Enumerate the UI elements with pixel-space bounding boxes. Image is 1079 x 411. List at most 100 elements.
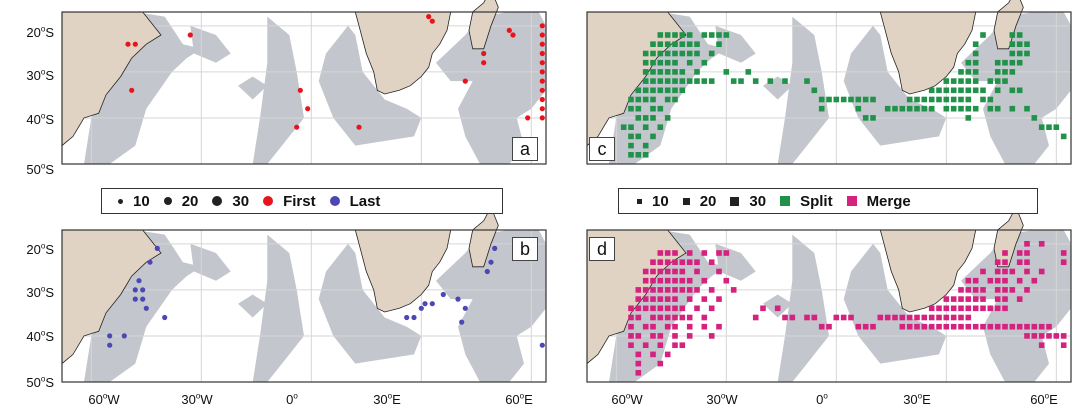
event-marker bbox=[459, 319, 465, 325]
panel-letter-c: c bbox=[589, 137, 615, 161]
event-marker bbox=[972, 305, 979, 312]
event-marker bbox=[642, 59, 649, 66]
event-marker bbox=[686, 259, 693, 265]
event-marker bbox=[628, 133, 634, 140]
event-marker bbox=[884, 105, 891, 112]
event-marker bbox=[650, 268, 656, 275]
event-marker bbox=[686, 32, 693, 38]
event-marker bbox=[510, 32, 516, 38]
event-marker bbox=[716, 32, 722, 38]
event-marker bbox=[664, 259, 671, 265]
event-marker bbox=[686, 314, 693, 321]
event-marker bbox=[657, 41, 664, 47]
lon-label-0-right: 0o bbox=[816, 391, 828, 407]
event-marker bbox=[701, 59, 708, 66]
event-marker bbox=[994, 59, 1001, 66]
event-marker bbox=[657, 32, 664, 38]
event-marker bbox=[1002, 287, 1008, 293]
event-marker bbox=[899, 314, 906, 321]
legend-size-20-square-label: 20 bbox=[699, 192, 717, 210]
bathymetry-shading-0 bbox=[84, 230, 202, 382]
event-marker bbox=[484, 268, 490, 275]
size-20-circle-icon bbox=[163, 197, 172, 205]
event-marker bbox=[642, 96, 649, 103]
event-marker bbox=[539, 69, 545, 75]
event-marker bbox=[672, 78, 678, 84]
event-marker bbox=[980, 287, 986, 293]
split-green-square-icon bbox=[780, 196, 791, 206]
event-marker bbox=[657, 360, 664, 367]
event-marker bbox=[1024, 250, 1030, 256]
event-marker bbox=[708, 305, 715, 312]
event-marker bbox=[818, 323, 825, 330]
event-marker bbox=[994, 296, 1001, 302]
panel-a-first-detections-map bbox=[61, 0, 547, 165]
event-marker bbox=[914, 105, 920, 112]
event-marker bbox=[1002, 78, 1008, 84]
legend-split: Split bbox=[780, 193, 833, 210]
madagascar-landmass bbox=[993, 206, 1024, 268]
event-marker bbox=[672, 333, 678, 339]
event-marker bbox=[642, 323, 649, 330]
event-marker bbox=[642, 115, 649, 121]
event-marker bbox=[928, 314, 935, 321]
event-marker bbox=[672, 59, 678, 66]
event-marker bbox=[855, 96, 862, 103]
event-marker bbox=[129, 87, 135, 93]
event-marker bbox=[723, 277, 730, 284]
event-marker bbox=[972, 59, 979, 66]
event-marker bbox=[1016, 296, 1023, 302]
event-marker bbox=[1031, 323, 1038, 330]
event-marker bbox=[650, 351, 656, 358]
event-marker bbox=[462, 305, 468, 311]
event-marker bbox=[994, 323, 1001, 330]
event-marker bbox=[921, 314, 928, 321]
event-marker bbox=[1038, 342, 1045, 348]
event-marker bbox=[701, 78, 708, 84]
event-marker bbox=[297, 87, 303, 93]
map-frame bbox=[61, 11, 547, 165]
event-marker bbox=[987, 323, 994, 330]
panel-d-merge-events-map bbox=[586, 206, 1072, 383]
event-marker bbox=[906, 105, 913, 112]
event-marker bbox=[782, 78, 788, 84]
event-marker bbox=[679, 305, 686, 312]
legend-size-10-label: 10 bbox=[133, 192, 150, 210]
event-marker bbox=[1009, 287, 1016, 293]
event-marker bbox=[140, 296, 146, 302]
event-marker bbox=[664, 69, 671, 75]
event-marker bbox=[760, 305, 766, 312]
event-marker bbox=[539, 78, 545, 84]
event-marker bbox=[1038, 333, 1045, 339]
event-marker bbox=[965, 87, 972, 94]
event-marker bbox=[723, 250, 730, 256]
event-marker bbox=[745, 69, 752, 75]
event-marker bbox=[650, 69, 656, 75]
event-marker bbox=[672, 96, 678, 103]
event-marker bbox=[928, 87, 935, 94]
event-marker bbox=[980, 87, 986, 94]
event-marker bbox=[642, 78, 649, 84]
event-marker bbox=[1002, 268, 1008, 275]
event-marker bbox=[1024, 287, 1030, 293]
event-marker bbox=[994, 87, 1001, 94]
event-marker bbox=[686, 50, 693, 57]
event-marker bbox=[921, 96, 928, 103]
bathymetry-shading-3 bbox=[318, 243, 422, 364]
event-marker bbox=[642, 87, 649, 94]
event-marker bbox=[1024, 241, 1030, 247]
event-marker bbox=[154, 245, 160, 251]
bathymetry-shading-5 bbox=[436, 12, 546, 164]
event-marker bbox=[1016, 323, 1023, 330]
event-marker bbox=[679, 314, 686, 321]
event-marker bbox=[1009, 69, 1016, 75]
event-marker bbox=[708, 333, 715, 339]
event-marker bbox=[664, 314, 671, 321]
event-marker bbox=[1009, 105, 1016, 112]
event-marker bbox=[1046, 124, 1052, 130]
event-marker bbox=[914, 314, 920, 321]
event-marker bbox=[965, 59, 972, 66]
event-marker bbox=[943, 296, 950, 302]
event-marker bbox=[1024, 41, 1030, 47]
event-marker bbox=[462, 78, 468, 84]
